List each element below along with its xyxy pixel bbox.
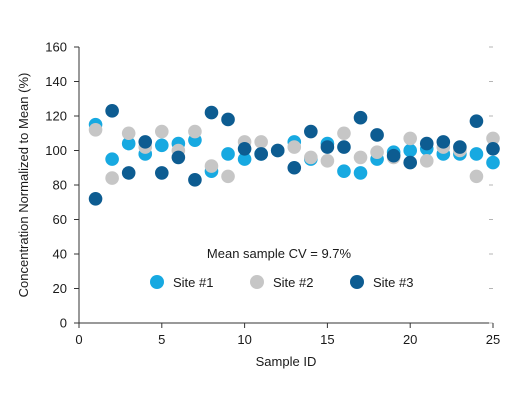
- data-point: [320, 154, 335, 168]
- data-points: [88, 104, 500, 206]
- data-point: [436, 135, 451, 149]
- data-point: [221, 147, 235, 161]
- data-point: [353, 166, 368, 180]
- x-tick-label: 15: [320, 332, 334, 347]
- data-point: [353, 150, 368, 165]
- data-point: [486, 155, 500, 170]
- data-point: [469, 114, 484, 128]
- legend-label: Site #2: [273, 275, 313, 290]
- data-point: [370, 128, 384, 142]
- x-axis-title: Sample ID: [256, 354, 317, 369]
- data-point: [88, 192, 103, 206]
- legend-marker: [350, 275, 364, 289]
- data-point: [287, 140, 302, 154]
- x-tick-label: 10: [237, 332, 251, 347]
- data-point: [453, 140, 467, 154]
- data-point: [155, 124, 169, 139]
- data-point: [121, 126, 136, 141]
- data-point: [469, 169, 484, 184]
- data-point: [138, 135, 153, 149]
- data-point: [403, 143, 418, 158]
- legend-marker: [150, 275, 164, 289]
- y-tick-label: 40: [53, 247, 67, 262]
- data-point: [254, 147, 268, 161]
- data-point: [105, 171, 119, 185]
- x-tick-label: 5: [158, 332, 165, 347]
- data-point: [121, 166, 136, 180]
- x-tick-label: 20: [403, 332, 417, 347]
- data-point: [337, 164, 351, 178]
- data-point: [270, 143, 285, 158]
- legend-label: Site #3: [373, 275, 413, 290]
- y-tick-label: 80: [53, 178, 67, 193]
- y-tick-label: 120: [45, 109, 67, 124]
- data-point: [403, 155, 418, 170]
- data-point: [105, 104, 119, 118]
- data-point: [188, 124, 202, 139]
- y-tick-label: 0: [60, 316, 67, 331]
- data-point: [188, 173, 202, 187]
- data-point: [353, 110, 368, 125]
- y-tick-label: 140: [45, 74, 67, 89]
- data-point: [155, 166, 169, 180]
- data-point: [287, 160, 302, 175]
- data-point: [171, 150, 186, 165]
- data-point: [204, 159, 219, 173]
- y-tick-label: 160: [45, 40, 67, 55]
- tick-labels: 0 20 40 60 80 100 120 140 160 0 5 10 15 20 25: [45, 40, 500, 348]
- data-point: [386, 148, 401, 163]
- y-tick-label: 100: [45, 143, 67, 158]
- data-point: [320, 140, 335, 154]
- data-point: [155, 138, 169, 153]
- data-point: [370, 145, 384, 160]
- y-tick-label: 60: [53, 212, 67, 227]
- data-point: [337, 140, 351, 154]
- y-tick-label: 20: [53, 281, 67, 296]
- x-tick-label: 25: [486, 332, 500, 347]
- data-point: [121, 136, 136, 151]
- data-point: [304, 150, 318, 165]
- data-point: [204, 105, 219, 120]
- data-point: [221, 112, 235, 127]
- legend-label: Site #1: [173, 275, 213, 290]
- legend: Site #1 Site #2 Site #3: [150, 275, 413, 290]
- data-point: [419, 136, 434, 151]
- data-point: [237, 152, 252, 166]
- data-point: [419, 154, 434, 168]
- data-point: [469, 147, 484, 161]
- series-site-3: [88, 104, 500, 206]
- data-point: [486, 131, 500, 146]
- y-axis-title: Concentration Normalized to Mean (%): [16, 73, 31, 298]
- data-point: [403, 131, 418, 146]
- data-point: [254, 135, 268, 149]
- legend-marker: [250, 275, 264, 289]
- data-point: [105, 152, 119, 166]
- data-point: [237, 141, 252, 156]
- data-point: [337, 126, 351, 141]
- data-point: [486, 141, 500, 156]
- data-point: [221, 169, 235, 184]
- x-tick-label: 0: [75, 332, 82, 347]
- data-point: [304, 124, 318, 139]
- cv-annotation: Mean sample CV = 9.7%: [207, 246, 352, 261]
- data-point: [88, 123, 103, 137]
